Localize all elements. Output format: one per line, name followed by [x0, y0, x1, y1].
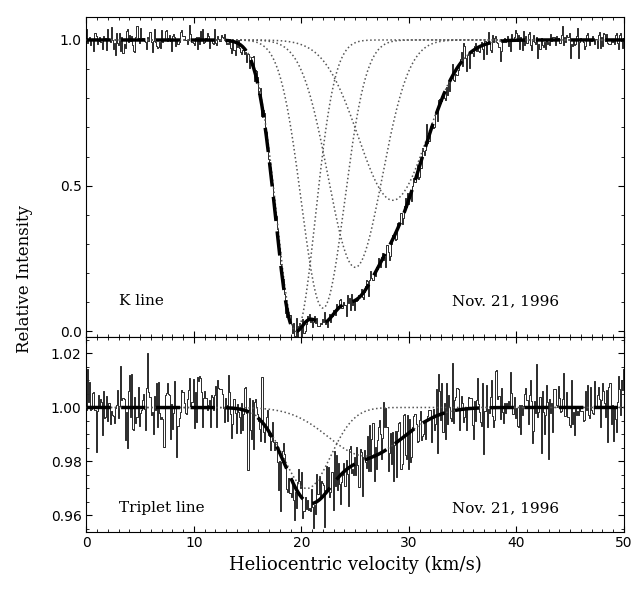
Text: Nov. 21, 1996: Nov. 21, 1996: [452, 501, 559, 515]
Text: Triplet line: Triplet line: [118, 501, 204, 515]
X-axis label: Heliocentric velocity (km/s): Heliocentric velocity (km/s): [229, 556, 481, 574]
Text: Relative Intensity: Relative Intensity: [16, 205, 33, 353]
Text: K line: K line: [118, 294, 164, 308]
Text: Nov. 21, 1996: Nov. 21, 1996: [452, 294, 559, 308]
